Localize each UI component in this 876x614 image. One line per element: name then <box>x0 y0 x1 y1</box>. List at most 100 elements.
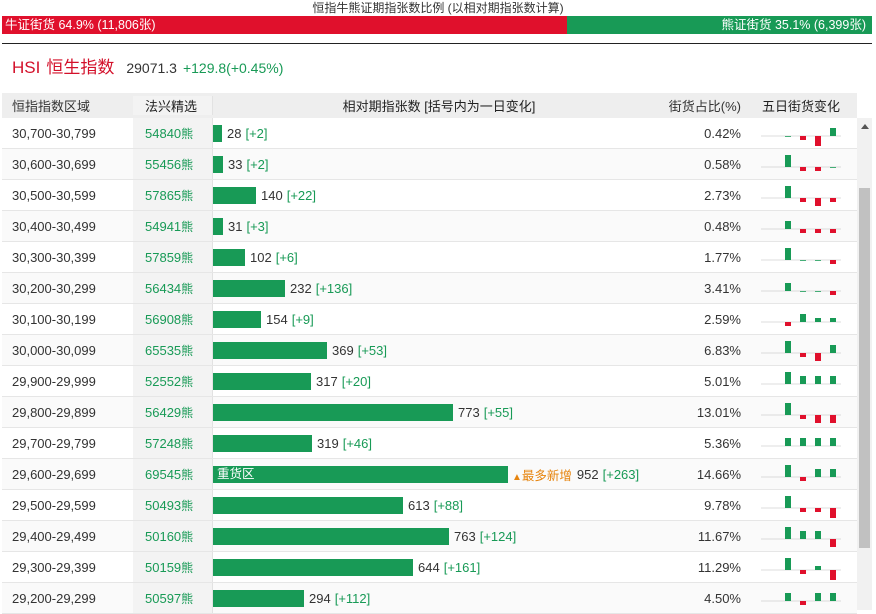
header-share[interactable]: 街货占比(%) <box>668 99 741 114</box>
warrant-code-link[interactable]: 55456 <box>145 156 182 172</box>
sparkline-bar <box>815 260 821 261</box>
warrant-code-link[interactable]: 54840 <box>145 125 182 141</box>
table-row[interactable]: 30,600-30,699 55456 熊 33 [+2] 0.58% <box>2 149 857 180</box>
contracts-bar <box>213 589 304 607</box>
table-row[interactable]: 30,100-30,199 56908 熊 154 [+9] 2.59% <box>2 304 857 335</box>
contracts-delta: [+161] <box>443 559 481 575</box>
warrant-code-cell[interactable]: 52552 熊 <box>133 366 213 396</box>
warrant-code-cell[interactable]: 50159 熊 <box>133 552 213 582</box>
contracts-cell: 369 [+53] <box>213 335 665 365</box>
table-row[interactable]: 29,700-29,799 57248 熊 319 [+46] 5.36% <box>2 428 857 459</box>
warrant-code-link[interactable]: 57865 <box>145 187 182 203</box>
warrant-code-cell[interactable]: 57248 熊 <box>133 428 213 458</box>
contracts-bar <box>213 124 222 142</box>
index-range-cell: 30,400-30,499 <box>12 218 96 234</box>
table-row[interactable]: 29,500-29,599 50493 熊 613 [+88] 9.78% <box>2 490 857 521</box>
index-range-cell: 29,700-29,799 <box>12 435 96 451</box>
share-cell: 13.01% <box>696 404 741 420</box>
warrant-code-link[interactable]: 54941 <box>145 218 182 234</box>
warrant-code-link[interactable]: 50160 <box>145 528 182 544</box>
warrant-code-cell[interactable]: 55456 熊 <box>133 149 213 179</box>
warrant-code-cell[interactable]: 65535 熊 <box>133 335 213 365</box>
five-day-sparkline <box>761 372 841 385</box>
warrant-code-link[interactable]: 52552 <box>145 373 182 389</box>
warrant-code-link[interactable]: 56908 <box>145 311 182 327</box>
bear-suffix: 熊 <box>181 529 194 544</box>
bear-suffix: 熊 <box>181 126 194 141</box>
vertical-scrollbar[interactable] <box>857 118 872 610</box>
table-row[interactable]: 29,600-29,699 69545 熊重货区 ▲最多新增 952 [+263] 14.6… <box>2 459 857 490</box>
scrollbar-thumb[interactable] <box>859 188 870 548</box>
bear-ratio-segment: 熊证街货 35.1% (6,399张) <box>566 16 872 34</box>
table-row[interactable]: 30,500-30,599 57865 熊 140 [+22] 2.73% <box>2 180 857 211</box>
five-day-change-cell <box>745 521 857 551</box>
warrant-code-cell[interactable]: 50160 熊 <box>133 521 213 551</box>
scroll-up-arrow-icon[interactable] <box>857 118 872 134</box>
index-code: HSI <box>12 58 41 77</box>
table-row[interactable]: 29,900-29,999 52552 熊 317 [+20] 5.01% <box>2 366 857 397</box>
warrant-code-cell[interactable]: 54840 熊 <box>133 118 213 148</box>
five-day-sparkline <box>761 465 841 481</box>
table-row[interactable]: 30,000-30,099 65535 熊 369 [+53] 6.83% <box>2 335 857 366</box>
warrant-code-cell[interactable]: 69545 熊 <box>133 459 213 489</box>
table-row[interactable]: 29,300-29,399 50159 熊 644 [+161] 11.29% <box>2 552 857 583</box>
contracts-cell: 773 [+55] <box>213 397 665 427</box>
warrant-code-cell[interactable]: 56429 熊 <box>133 397 213 427</box>
warrant-code-cell[interactable]: 57859 熊 <box>133 242 213 272</box>
warrant-code-cell[interactable]: 54941 熊 <box>133 211 213 241</box>
five-day-sparkline <box>761 438 841 447</box>
contracts-delta: [+2] <box>246 156 269 172</box>
warrant-code-link[interactable]: 69545 <box>145 466 182 482</box>
table-header: 恒指指数区域 法兴精选 相对期指张数 [括号内为一日变化] 街货占比(%) 五日… <box>2 93 857 118</box>
warrant-code-cell[interactable]: 56908 熊 <box>133 304 213 334</box>
contracts-delta: [+6] <box>275 249 298 265</box>
sparkline-bar <box>785 221 791 229</box>
warrant-code-link[interactable]: 56434 <box>145 280 182 296</box>
contracts-cell: 102 [+6] <box>213 242 665 272</box>
warrant-code-cell[interactable]: 57865 熊 <box>133 180 213 210</box>
warrant-code-link[interactable]: 50493 <box>145 497 182 513</box>
index-range-cell: 29,400-29,499 <box>12 528 96 544</box>
warrant-code-link[interactable]: 56429 <box>145 404 182 420</box>
contracts-value: 952 <box>576 466 599 482</box>
sparkline-bar <box>800 376 806 384</box>
warrant-code-link[interactable]: 50159 <box>145 559 182 575</box>
warrant-code-cell[interactable]: 50493 熊 <box>133 490 213 520</box>
warrant-code-cell[interactable]: 50597 熊 <box>133 583 213 613</box>
table-row[interactable]: 30,700-30,799 54840 熊 28 [+2] 0.42% <box>2 118 857 149</box>
contracts-bar <box>213 496 403 514</box>
warrant-code-link[interactable]: 65535 <box>145 342 182 358</box>
five-day-sparkline <box>761 155 841 171</box>
header-index-range[interactable]: 恒指指数区域 <box>12 99 91 114</box>
sparkline-bar <box>800 291 806 292</box>
table-row[interactable]: 30,300-30,399 57859 熊 102 [+6] 1.77% <box>2 242 857 273</box>
table-row[interactable]: 29,800-29,899 56429 熊 773 [+55] 13.01% <box>2 397 857 428</box>
contracts-value: 232 <box>290 280 312 296</box>
sparkline-bar <box>800 353 806 357</box>
sparkline-bar <box>815 469 821 477</box>
sparkline-bar <box>830 415 836 423</box>
warrant-code-cell[interactable]: 56434 熊 <box>133 273 213 303</box>
sparkline-bar <box>800 136 806 140</box>
share-cell: 0.42% <box>704 125 741 141</box>
sparkline-bar <box>815 531 821 539</box>
header-sg-pick[interactable]: 法兴精选 <box>133 96 213 115</box>
table-row[interactable]: 29,200-29,299 50597 熊 294 [+112] 4.50% <box>2 583 857 614</box>
sparkline-bar <box>800 260 806 261</box>
contracts-cell: 644 [+161] <box>213 552 665 582</box>
contracts-cell: 317 [+20] <box>213 366 665 396</box>
table-row[interactable]: 30,400-30,499 54941 熊 31 [+3] 0.48% <box>2 211 857 242</box>
warrant-code-link[interactable]: 57248 <box>145 435 182 451</box>
header-five-day-change[interactable]: 五日街货变化 <box>761 99 840 114</box>
warrant-code-link[interactable]: 57859 <box>145 249 182 265</box>
index-range-cell: 29,600-29,699 <box>12 466 96 482</box>
table-row[interactable]: 29,400-29,499 50160 熊 763 [+124] 11.67% <box>2 521 857 552</box>
table-row[interactable]: 30,200-30,299 56434 熊 232 [+136] 3.41% <box>2 273 857 304</box>
sparkline-bar <box>830 438 836 446</box>
contracts-value: 102 <box>250 249 272 265</box>
header-contracts[interactable]: 相对期指张数 [括号内为一日变化] <box>342 99 536 114</box>
bear-suffix: 熊 <box>181 467 194 482</box>
share-cell: 0.58% <box>704 156 741 172</box>
sparkline-bar <box>815 415 821 423</box>
warrant-code-link[interactable]: 50597 <box>145 590 182 606</box>
